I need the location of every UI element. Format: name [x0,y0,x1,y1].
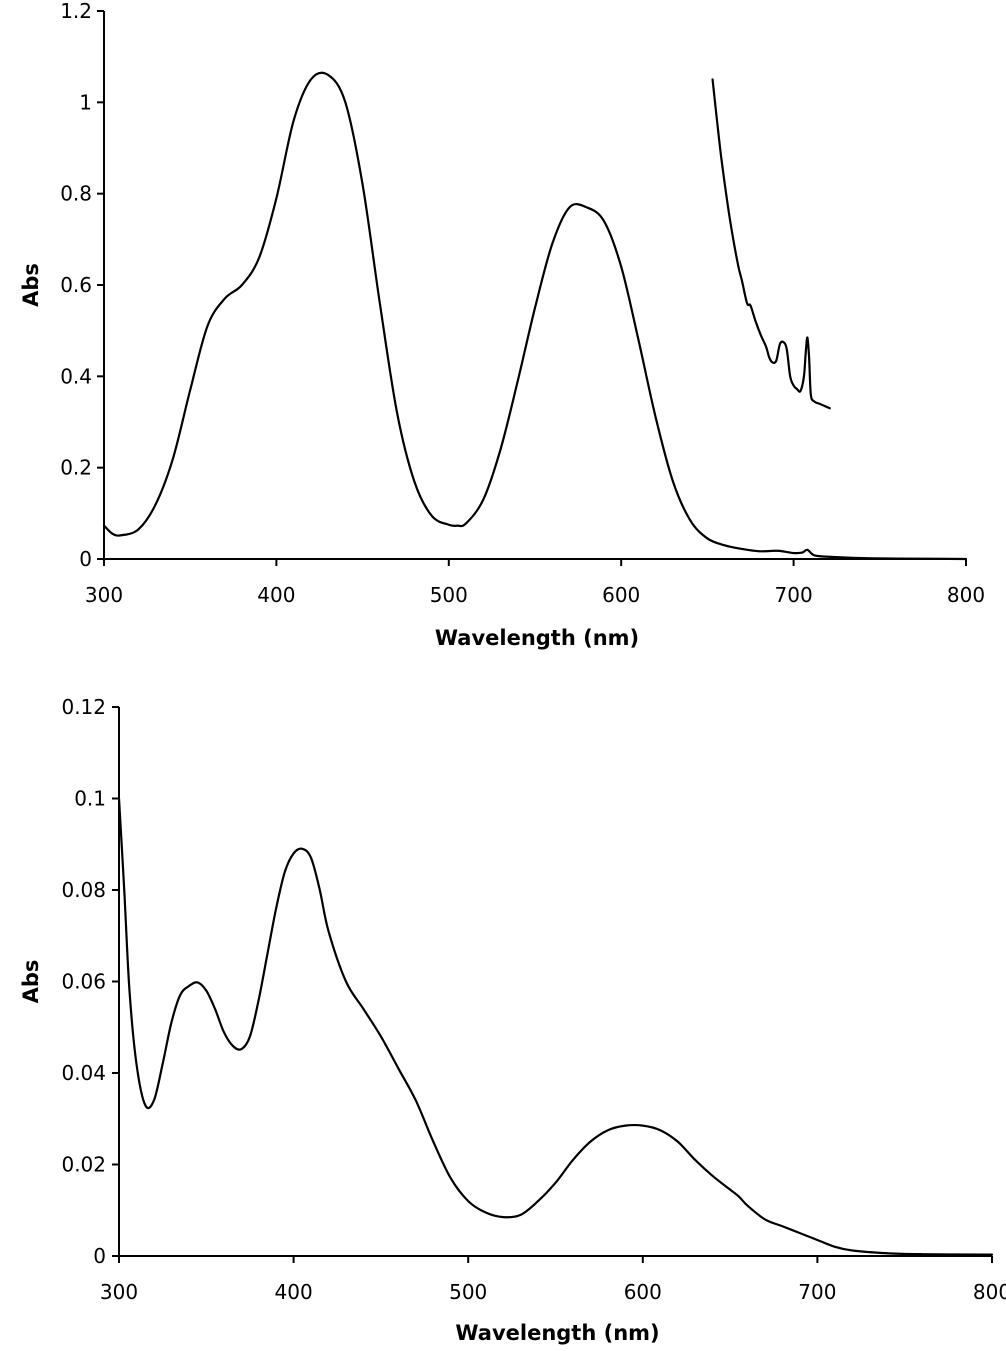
y-tick-label: 1 [79,90,92,114]
x-tick-label: 700 [775,583,813,607]
x-tick-label: 600 [602,583,640,607]
x-tick-label: 800 [947,583,985,607]
x-axis-title: Wavelength (nm) [455,1321,659,1345]
y-tick-label: 0.12 [61,695,106,719]
x-tick-label: 500 [430,583,468,607]
y-tick-label: 0.8 [60,182,92,206]
y-tick-label: 1.2 [60,0,92,23]
series-line-1 [117,797,994,1256]
y-tick-label: 0.4 [60,364,92,388]
series-line-2 [711,78,831,410]
x-tick-label: 300 [100,1280,138,1304]
y-tick-label: 0.04 [61,1061,106,1085]
series-line-1 [102,71,968,561]
chart-1: 0 0.2 0.4 0.6 0.8 1 1.2 300 400 500 600 700 800 Wavel… [19,0,985,650]
x-tick-label: 300 [85,583,123,607]
y-tick-label: 0.08 [61,878,106,902]
x-tick-label: 500 [449,1280,487,1304]
x-axis-title: Wavelength (nm) [435,626,639,650]
y-tick-label: 0.6 [60,273,92,297]
y-tick-label: 0 [79,547,92,571]
y-axis-title: Abs [19,263,43,307]
x-tick-label: 600 [624,1280,662,1304]
x-tick-label: 400 [275,1280,313,1304]
x-tick-label: 800 [973,1280,1006,1304]
chart-2: 0 0.02 0.04 0.06 0.08 0.1 0.12 300 400 500 600 700 8… [19,695,1006,1345]
y-tick-label: 0.02 [61,1153,106,1177]
y-tick-label: 0 [93,1244,106,1268]
y-tick-label: 0.2 [60,456,92,480]
y-axis-title: Abs [19,960,43,1004]
y-tick-label: 0.06 [61,970,106,994]
x-tick-label: 400 [257,583,295,607]
y-tick-label: 0.1 [74,787,106,811]
x-tick-label: 700 [798,1280,836,1304]
